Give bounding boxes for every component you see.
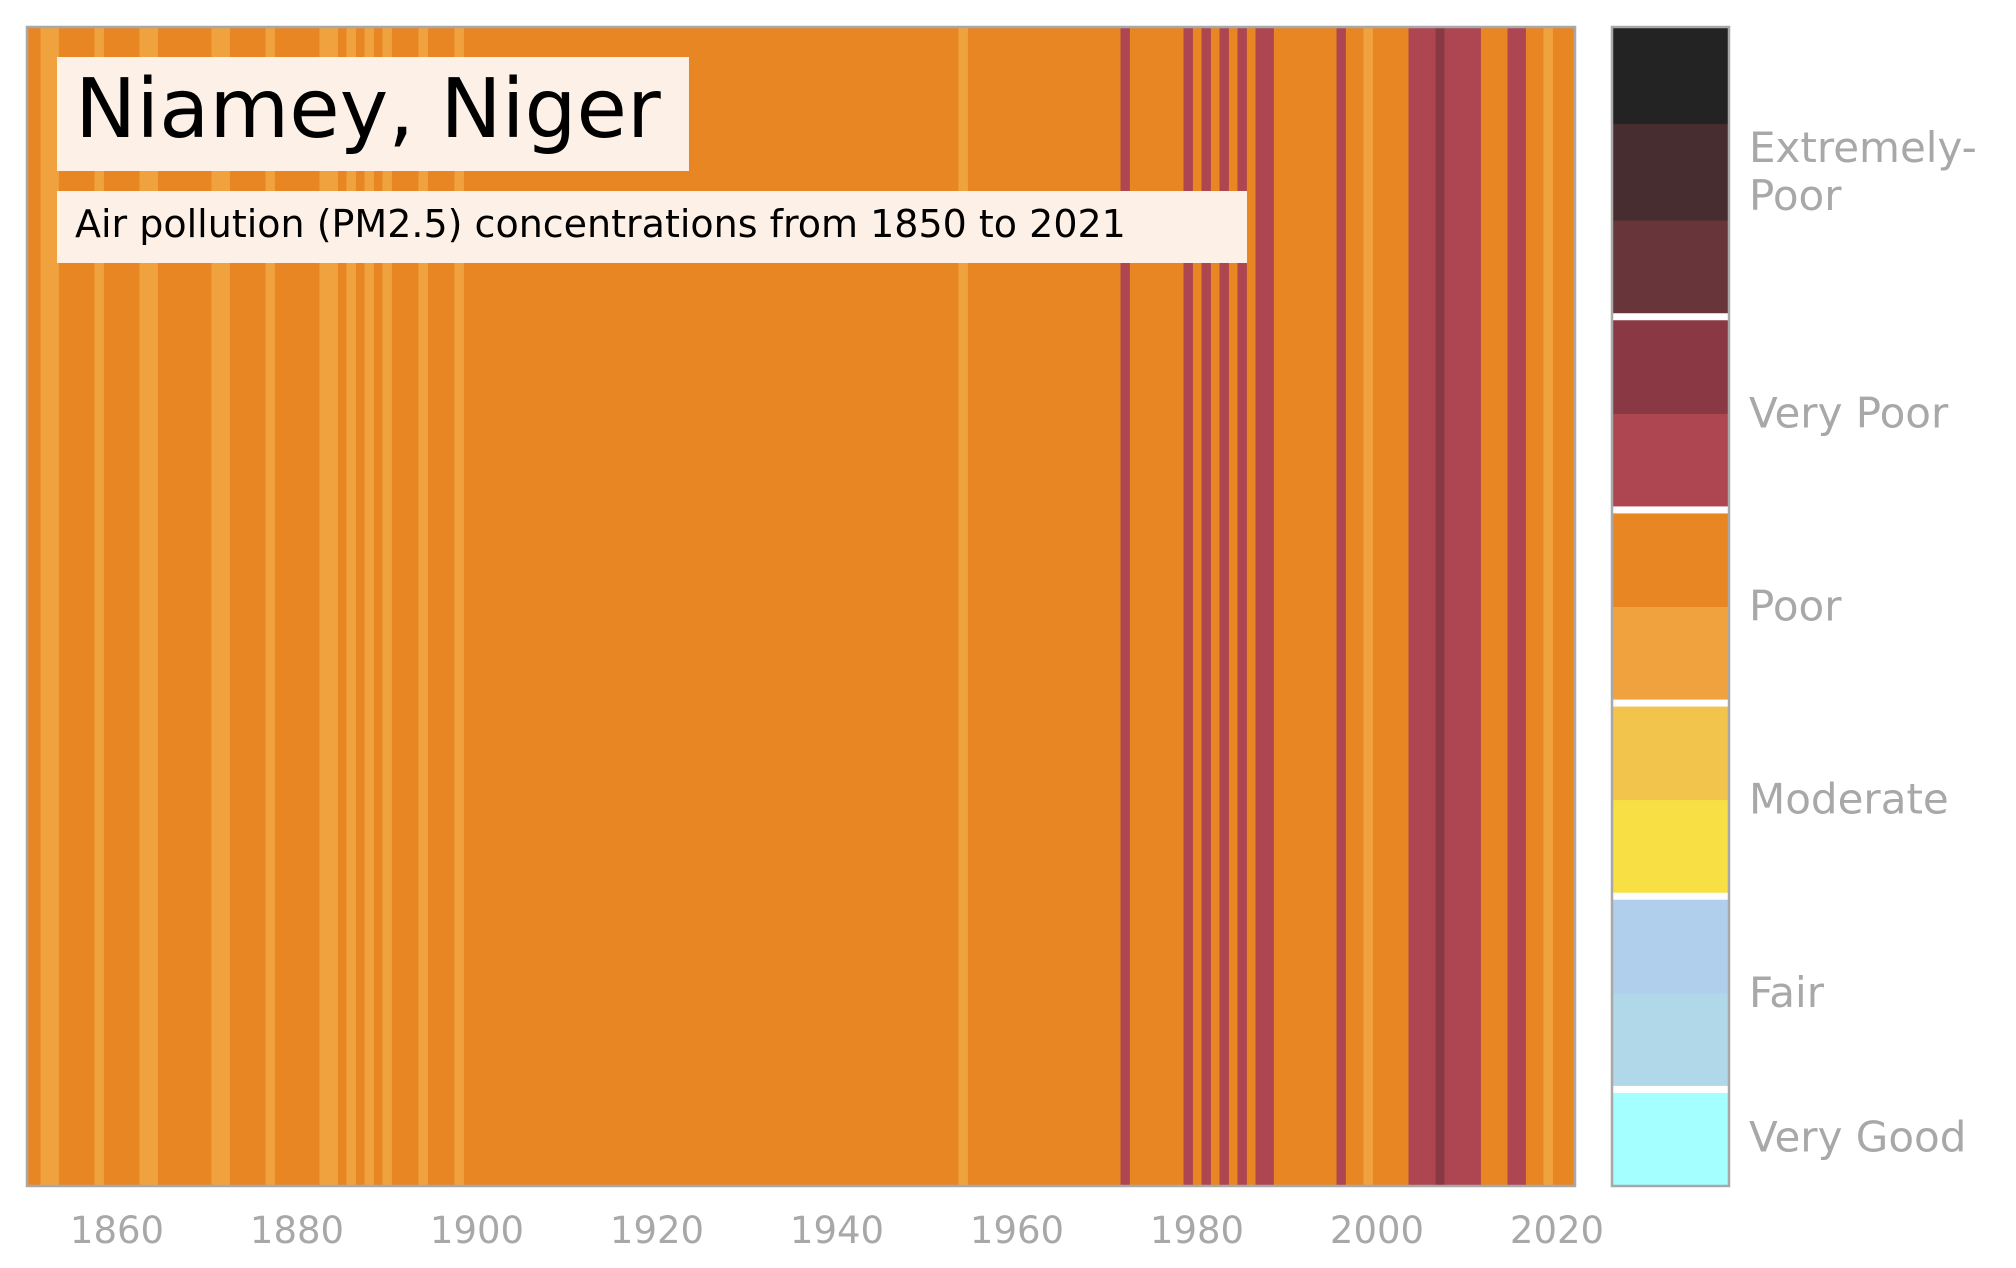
title-background [57,57,689,171]
colorbar-segment [1612,992,1729,1090]
stripe-1884 [328,27,338,1186]
colorbar-separator [1612,699,1729,707]
stripe-2005 [1417,27,1427,1186]
x-axis: 1860 1880 1900 1920 1940 1960 1980 2000 2020 [70,1209,1604,1252]
colorbar-separator [1612,1085,1729,1093]
stripe-1888 [364,27,374,1186]
x-tick-label: 2000 [1330,1209,1424,1252]
x-tick-label: 1900 [430,1209,524,1252]
stripe-2004 [1408,27,1418,1186]
x-tick-label: 1880 [250,1209,344,1252]
stripe-2006 [1426,27,1436,1186]
colorbar-segment [1612,413,1729,511]
stripe-1877 [265,27,275,1186]
stripe-2010 [1462,27,1472,1186]
stripe-2009 [1453,27,1463,1186]
stripe-1853 [49,27,59,1186]
stripe-1872 [220,27,230,1186]
stripe-1871 [211,27,221,1186]
colorbar-segment [1612,896,1729,994]
plot-frame [25,25,1577,1188]
stripe-1999 [1363,27,1373,1186]
stripe-1954 [958,27,968,1186]
colorbar-segment [1612,703,1729,801]
stripe-1996 [1336,27,1346,1186]
colorbar-segment [1612,606,1729,704]
colorbar-segment [1612,123,1729,221]
stripe-2019 [1543,27,1553,1186]
colorbar-separator [1612,506,1729,514]
subtitle-background [57,191,1247,263]
colorbar [1610,25,1731,1188]
colorbar-label: Fair [1749,968,1825,1017]
stripe-1886 [346,27,356,1186]
chart-subtitle: Air pollution (PM2.5) concentrations fro… [75,202,1126,246]
stripe-2015 [1507,27,1517,1186]
x-tick-label: 1860 [70,1209,164,1252]
stripe-1988 [1264,27,1274,1186]
colorbar-segment [1612,1089,1729,1187]
colorbar-separator [1612,313,1729,321]
stripe-1972 [1120,27,1130,1186]
x-tick-label: 1920 [610,1209,704,1252]
colorbar-label: Extremely-Poor [1749,123,1977,220]
colorbar-frame [1610,25,1731,1188]
colorbar-segment [1612,799,1729,897]
colorbar-labels: Very Good Fair Moderate Poor Very Poor Extrem… [1749,123,1977,1162]
stripe-1883 [319,27,329,1186]
colorbar-label: Very Poor [1749,388,1949,437]
x-tick-label: 2020 [1510,1209,1604,1252]
stripe-2008 [1444,27,1454,1186]
stripe-1890 [382,27,392,1186]
x-tick-label: 1980 [1150,1209,1244,1252]
stripe-1987 [1255,27,1265,1186]
stripe-1898 [454,27,464,1186]
stripe-2011 [1471,27,1481,1186]
stripe-1852 [40,27,50,1186]
colorbar-label: Poor [1749,582,1842,631]
colorbar-segment [1612,220,1729,318]
colorbar-label: Very Good [1749,1113,1966,1162]
x-tick-label: 1940 [790,1209,884,1252]
stripe-1894 [418,27,428,1186]
stripe-1863 [139,27,149,1186]
stripe-1985 [1237,27,1247,1186]
colorbar-segment [1612,27,1729,125]
colorbar-segment [1612,316,1729,414]
colorbar-separator [1612,892,1729,900]
stripe-1981 [1201,27,1211,1186]
stripe-1858 [94,27,104,1186]
stripe-2007 [1435,27,1445,1186]
x-tick-label: 1960 [970,1209,1064,1252]
colorbar-segment [1612,509,1729,607]
stripe-1864 [148,27,158,1186]
stripe-1983 [1219,27,1229,1186]
stripe-1979 [1183,27,1193,1186]
chart-title: Niamey, Niger [75,62,661,157]
stripe-2016 [1516,27,1526,1186]
colorbar-label: Moderate [1749,775,1949,824]
